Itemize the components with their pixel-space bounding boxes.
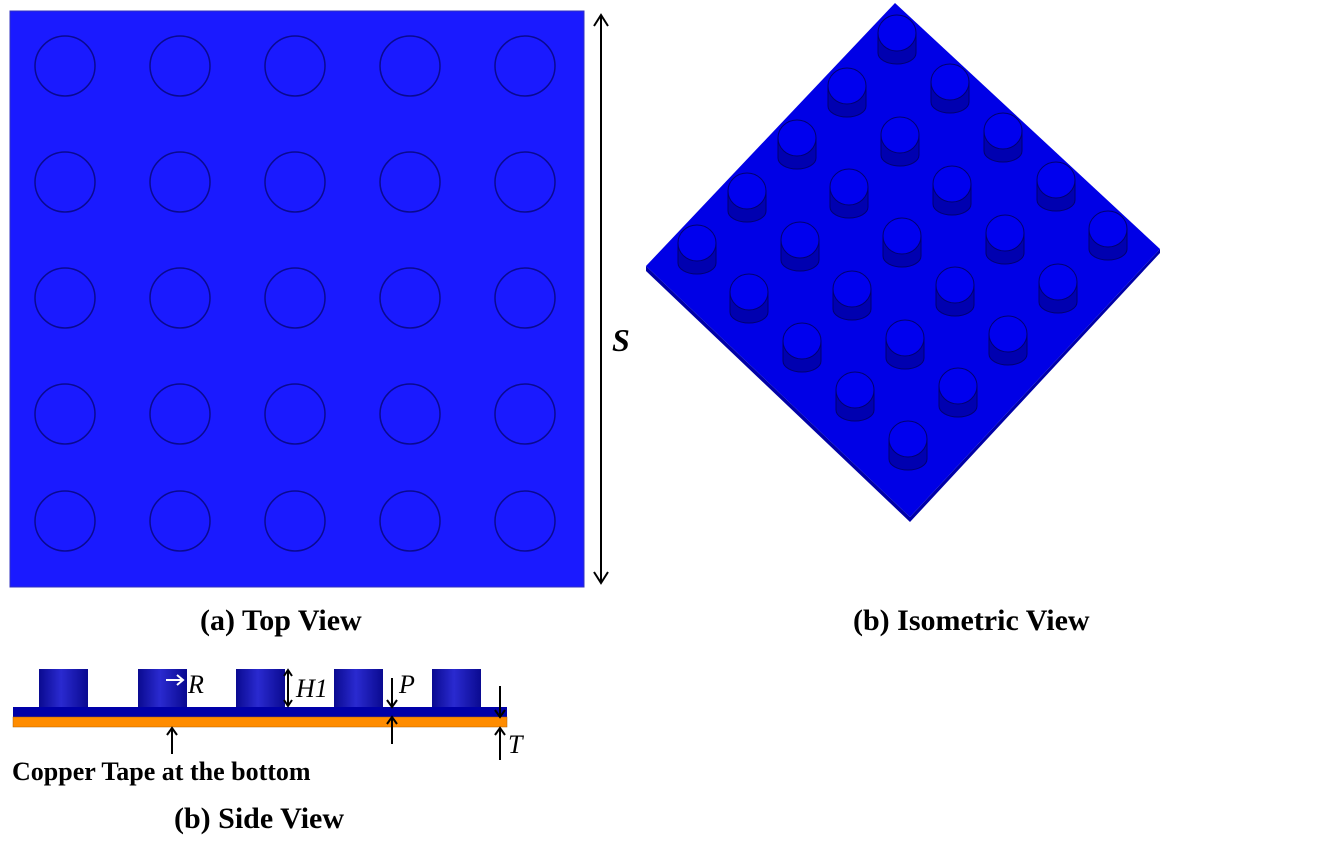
- copper-tape-label: Copper Tape at the bottom: [12, 757, 311, 786]
- radius-arrow: [166, 674, 185, 686]
- isometric-view-drawing: [646, 3, 1160, 522]
- side-view-drawing: [12, 668, 508, 760]
- isometric-view-caption: (b) Isometric View: [853, 604, 1090, 637]
- label-h1: H1: [296, 674, 328, 703]
- label-p: P: [399, 670, 415, 699]
- copper-arrow: [166, 726, 178, 754]
- side-view-caption: (b) Side View: [174, 802, 345, 835]
- top-view-drawing: [9, 10, 609, 588]
- label-t: T: [508, 730, 523, 759]
- dimension-arrow-s: [593, 13, 609, 585]
- isometric-view-panel: [640, 0, 1328, 600]
- dimension-label-s: S: [612, 322, 630, 358]
- thickness-arrows: [494, 686, 506, 760]
- top-view-caption: (a) Top View: [200, 604, 362, 637]
- height-arrow: [283, 668, 293, 708]
- top-view-panel: S: [0, 0, 640, 600]
- pitch-arrows: [386, 678, 398, 744]
- label-r: R: [188, 670, 204, 699]
- side-view-panel: R H1 P T Copper Tape at the bottom: [0, 650, 620, 842]
